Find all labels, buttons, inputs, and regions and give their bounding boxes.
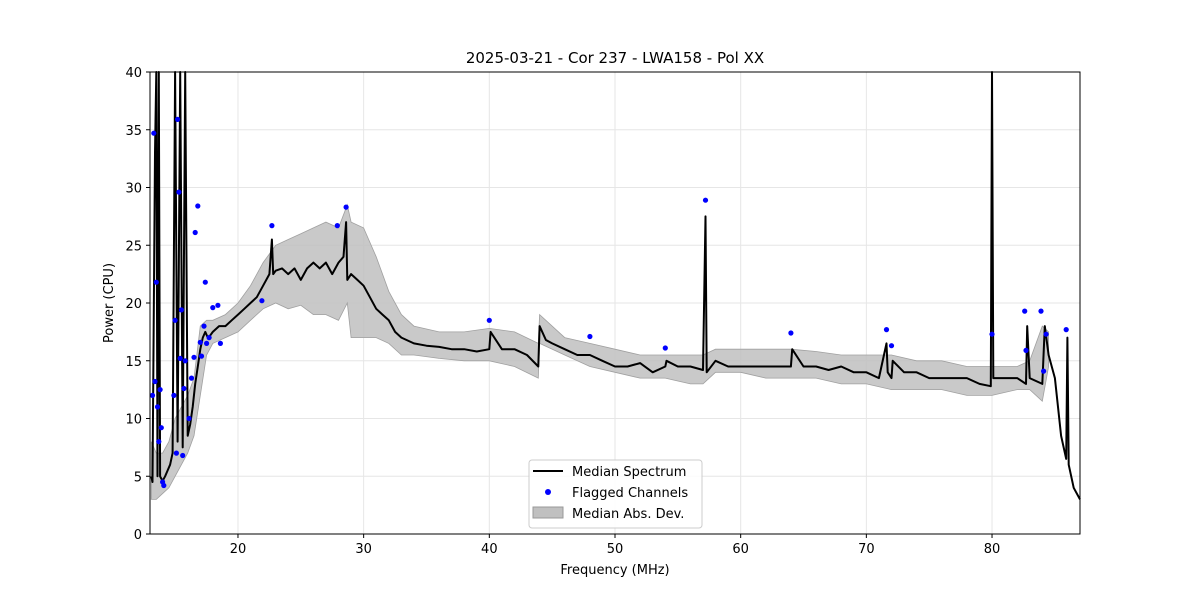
- flagged-point: [156, 439, 162, 445]
- flagged-point: [175, 116, 181, 122]
- flagged-point: [191, 354, 197, 360]
- y-axis-ticks: 0 5 10 15 20 25 30 35 40: [125, 66, 150, 543]
- flagged-point: [587, 333, 593, 340]
- flagged-point: [1038, 308, 1044, 314]
- x-tick-label: 80: [984, 542, 1001, 557]
- flagged-point: [153, 279, 159, 285]
- flagged-points-layer: [149, 116, 1069, 489]
- legend-mad-label: Median Abs. Dev.: [572, 507, 684, 522]
- x-axis-ticks: 20 30 40 50 60 70 80: [230, 534, 1001, 557]
- flagged-point: [195, 203, 201, 209]
- flagged-point: [158, 425, 164, 431]
- flagged-point: [1063, 327, 1069, 333]
- flagged-point: [149, 392, 156, 398]
- y-tick-label: 0: [134, 528, 142, 543]
- mad-band: [150, 203, 1049, 500]
- flagged-point: [210, 305, 216, 311]
- flagged-point: [186, 415, 192, 422]
- flagged-point: [198, 353, 205, 359]
- flagged-point: [202, 279, 208, 285]
- mad-band-layer: [150, 203, 1049, 500]
- flagged-point: [1022, 308, 1028, 314]
- flagged-point: [182, 358, 188, 364]
- flagged-point: [989, 331, 995, 337]
- flagged-point: [206, 335, 212, 341]
- x-axis-label: Frequency (MHz): [560, 563, 669, 578]
- flagged-point: [486, 317, 492, 323]
- flagged-point: [217, 340, 223, 346]
- y-tick-label: 15: [125, 355, 142, 370]
- flagged-point: [176, 189, 182, 195]
- legend-flagged-label: Flagged Channels: [572, 486, 688, 501]
- flagged-point: [215, 302, 221, 308]
- flagged-point: [1023, 347, 1029, 353]
- flagged-point: [192, 229, 198, 236]
- flagged-point: [181, 385, 187, 392]
- flagged-point: [343, 204, 349, 210]
- y-tick-label: 30: [125, 182, 142, 197]
- flagged-point: [188, 375, 195, 381]
- y-tick-label: 40: [125, 66, 142, 81]
- legend-mad-swatch: [532, 506, 564, 519]
- flagged-point: [157, 387, 163, 393]
- legend-median-label: Median Spectrum: [572, 465, 686, 480]
- y-tick-label: 25: [125, 239, 142, 254]
- x-tick-label: 70: [858, 542, 875, 557]
- flagged-point: [334, 223, 340, 229]
- flagged-point: [152, 378, 158, 385]
- flagged-point: [161, 482, 167, 489]
- flagged-point: [178, 307, 184, 313]
- legend-flagged-swatch: [545, 489, 551, 495]
- legend-box: [528, 459, 703, 529]
- flagged-point: [171, 392, 177, 398]
- flagged-point: [788, 330, 794, 336]
- flagged-point: [177, 355, 183, 361]
- y-axis-label: Power (CPU): [102, 263, 117, 343]
- flagged-point: [173, 450, 179, 456]
- x-tick-label: 40: [481, 542, 498, 557]
- flagged-point: [702, 197, 709, 203]
- flagged-point: [151, 130, 157, 136]
- x-tick-label: 20: [230, 542, 247, 557]
- flagged-point: [204, 340, 210, 346]
- flagged-point: [269, 223, 275, 229]
- x-tick-label: 30: [355, 542, 372, 557]
- legend: Median Spectrum Flagged Channels Median …: [528, 459, 703, 529]
- flagged-point: [1043, 331, 1049, 337]
- flagged-point: [1041, 368, 1047, 374]
- y-tick-label: 20: [125, 297, 142, 312]
- flagged-point: [259, 298, 265, 304]
- x-tick-label: 60: [732, 542, 749, 557]
- flagged-point: [197, 339, 203, 345]
- y-tick-label: 5: [134, 470, 142, 485]
- flagged-point: [662, 345, 668, 351]
- x-tick-label: 50: [607, 542, 624, 557]
- chart-title: 2025-03-21 - Cor 237 - LWA158 - Pol XX: [466, 49, 764, 67]
- y-tick-label: 10: [125, 413, 142, 428]
- y-tick-label: 35: [125, 124, 142, 139]
- flagged-point: [180, 452, 186, 459]
- flagged-point: [201, 323, 207, 329]
- flagged-point: [172, 317, 178, 323]
- flagged-point: [154, 404, 161, 410]
- flagged-point: [883, 327, 890, 333]
- flagged-point: [888, 343, 895, 349]
